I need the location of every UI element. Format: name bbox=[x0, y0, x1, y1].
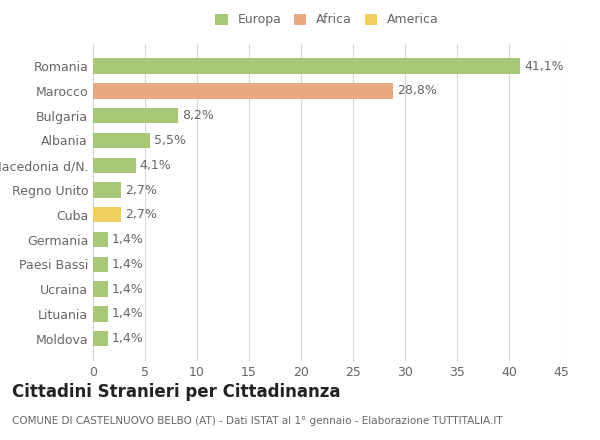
Text: 28,8%: 28,8% bbox=[397, 84, 437, 97]
Text: COMUNE DI CASTELNUOVO BELBO (AT) - Dati ISTAT al 1° gennaio - Elaborazione TUTTI: COMUNE DI CASTELNUOVO BELBO (AT) - Dati … bbox=[12, 416, 503, 426]
Text: Cittadini Stranieri per Cittadinanza: Cittadini Stranieri per Cittadinanza bbox=[12, 383, 341, 401]
Text: 41,1%: 41,1% bbox=[524, 59, 564, 73]
Text: 2,7%: 2,7% bbox=[125, 183, 157, 197]
Text: 1,4%: 1,4% bbox=[112, 282, 143, 296]
Text: 1,4%: 1,4% bbox=[112, 233, 143, 246]
Text: 5,5%: 5,5% bbox=[154, 134, 187, 147]
Bar bbox=[93, 108, 178, 123]
Text: 1,4%: 1,4% bbox=[112, 308, 143, 320]
Bar bbox=[93, 331, 107, 346]
Text: 2,7%: 2,7% bbox=[125, 208, 157, 221]
Bar bbox=[93, 59, 520, 74]
Text: 4,1%: 4,1% bbox=[140, 159, 172, 172]
Text: 1,4%: 1,4% bbox=[112, 258, 143, 271]
Bar bbox=[93, 207, 121, 223]
Legend: Europa, Africa, America: Europa, Africa, America bbox=[210, 8, 444, 31]
Bar bbox=[93, 158, 136, 173]
Bar bbox=[93, 182, 121, 198]
Bar bbox=[93, 83, 392, 99]
Bar bbox=[93, 282, 107, 297]
Bar bbox=[93, 257, 107, 272]
Text: 1,4%: 1,4% bbox=[112, 332, 143, 345]
Text: 8,2%: 8,2% bbox=[182, 109, 214, 122]
Bar bbox=[93, 133, 150, 148]
Bar bbox=[93, 232, 107, 247]
Bar bbox=[93, 306, 107, 322]
